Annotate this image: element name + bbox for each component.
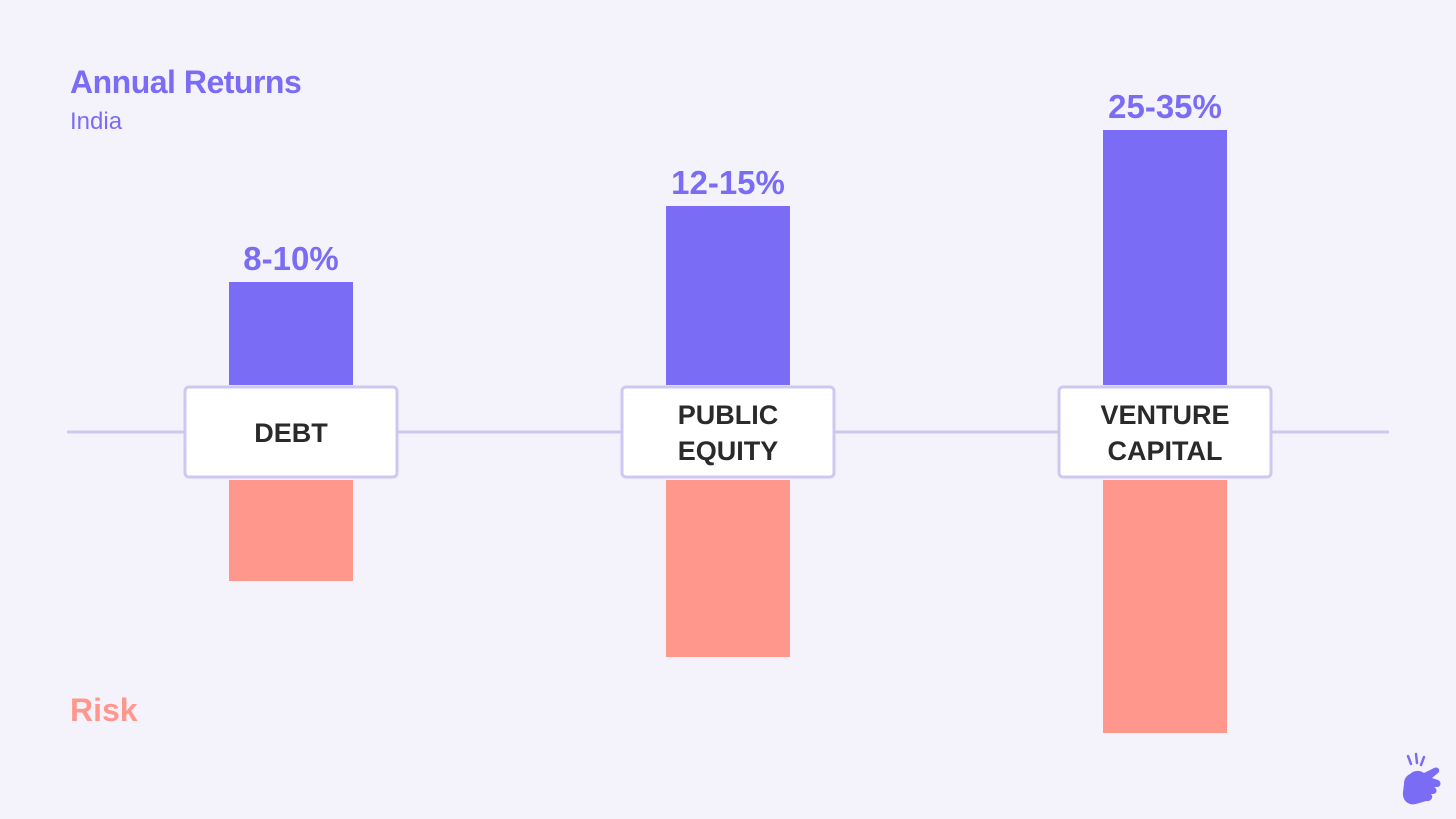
risk-bar	[666, 480, 790, 657]
chart-subtitle: India	[70, 108, 123, 135]
risk-legend-label: Risk	[70, 692, 138, 728]
category-box	[183, 385, 399, 479]
category-box	[620, 385, 836, 479]
returns-bar	[229, 282, 353, 385]
category-box	[1057, 385, 1273, 479]
returns-bar	[666, 206, 790, 385]
risk-bar	[1103, 480, 1227, 733]
category-label: VENTURE	[1100, 400, 1229, 430]
category-label: CAPITAL	[1108, 436, 1223, 466]
returns-data-label: 8-10%	[243, 240, 338, 277]
chart-title: Annual Returns	[70, 64, 302, 100]
category-label: PUBLIC	[678, 400, 779, 430]
returns-bar	[1103, 130, 1227, 385]
returns-data-label: 25-35%	[1108, 88, 1222, 125]
category-label: EQUITY	[678, 436, 779, 466]
category-label: DEBT	[254, 418, 328, 448]
risk-bar	[229, 480, 353, 581]
returns-data-label: 12-15%	[671, 164, 785, 201]
snapping-hand-icon	[1398, 752, 1446, 808]
